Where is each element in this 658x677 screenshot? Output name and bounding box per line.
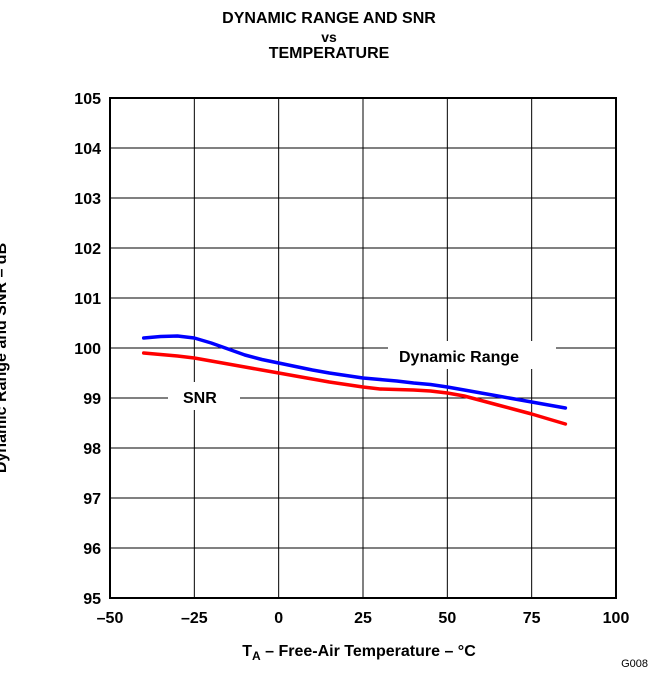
chart-title-line-3: TEMPERATURE [268,45,390,62]
y-tick-label: 99 [83,391,101,408]
plot-frame [109,97,617,599]
x-tick-label: 0 [274,610,283,627]
figure-id: G008 [621,658,648,670]
y-tick-label: 95 [83,591,101,608]
series-line-dynamic-range [141,334,568,410]
y-tick-label: 98 [83,441,101,458]
y-tick-label: 103 [74,191,101,208]
chart-title-line-2: vs [321,29,337,45]
dynamic-range-label: Dynamic Range [399,349,519,366]
snr-label-bg [168,382,240,410]
y-tick-label: 100 [74,341,101,358]
series-layer [141,334,568,426]
y-tick-label: 97 [83,491,101,508]
y-tick-label: 101 [74,291,101,308]
series-line-snr [141,351,568,426]
snr-label: SNR [183,390,217,407]
annotation-layer: Dynamic Range SNR [168,341,556,410]
x-tick-label: 25 [354,610,372,627]
dynamic-range-label-bg [388,341,556,369]
y-axis-label: Dynamic Range and SNR – dB [0,242,10,474]
x-axis-label: TA – Free-Air Temperature – °C [242,643,476,664]
y-tick-label: 102 [74,241,101,258]
x-tick-label: 50 [438,610,456,627]
x-tick-label: –25 [181,610,208,627]
chart-title-line-1: DYNAMIC RANGE AND SNR [222,10,436,27]
x-tick-label: 100 [603,610,630,627]
y-tick-label: 96 [83,541,101,558]
y-tick-label: 105 [74,91,101,108]
y-axis-label-wrap: Dynamic Range and SNR – dB [0,243,22,473]
x-tick-label: 75 [523,610,541,627]
y-tick-label: 104 [74,141,101,158]
x-tick-label: –50 [97,610,124,627]
grid-layer [110,98,616,598]
tick-label-layer: –50 –25 0 25 50 75 100 95 96 97 98 99 100 101 102 103 10… [74,91,629,627]
